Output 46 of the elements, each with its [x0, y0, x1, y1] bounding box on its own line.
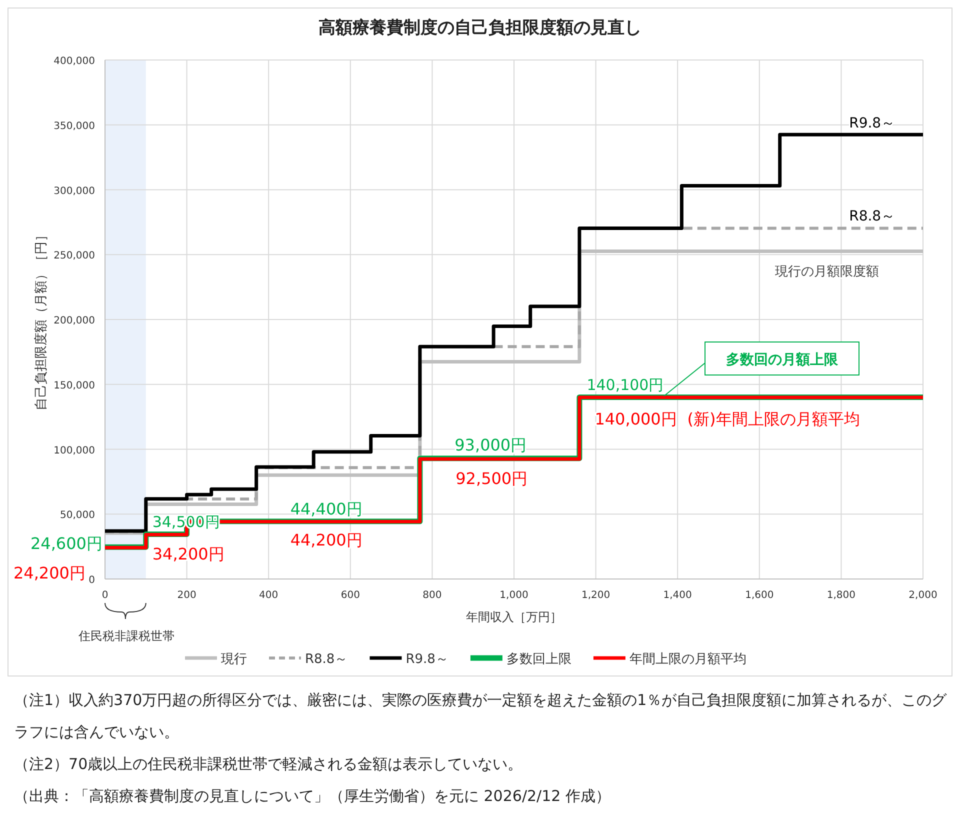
annotation: 93,000円 — [454, 435, 527, 454]
legend-label: 年間上限の月額平均 — [629, 652, 746, 667]
y-tick-label: 150,000 — [54, 380, 95, 392]
x-tick-label: 1,200 — [581, 590, 610, 601]
legend-label: 現行 — [221, 652, 247, 667]
annotation: 140,000円 — [594, 409, 677, 428]
annotation: 92,500円 — [456, 468, 528, 488]
legend-label: R8.8～ — [305, 652, 348, 667]
chart-title: 高額療養費制度の自己負担限度額の見直し — [318, 18, 642, 38]
x-tick-label: 200 — [177, 590, 196, 601]
y-tick-label: 250,000 — [54, 250, 95, 262]
annotation: (新)年間上限の月額平均 — [687, 409, 860, 428]
x-tick-label: 1,600 — [745, 590, 774, 601]
annotation: 現行の月額限度額 — [775, 263, 880, 280]
legend-label: 多数回上限 — [506, 652, 572, 667]
x-tick-label: 1,000 — [500, 590, 528, 601]
y-tick-label: 400,000 — [54, 56, 95, 67]
y-tick-label: 50,000 — [60, 510, 95, 522]
x-tick-label: 1,800 — [826, 590, 856, 601]
annotation: 44,200円 — [290, 530, 362, 550]
y-axis-title: 自己負担限度額（月額）［円］ — [33, 228, 49, 410]
y-tick-label: 100,000 — [54, 445, 95, 456]
text: （注1）収入約370万円超の所得区分では、厳密には、実際の医療費が一定額を超えた金額の1％が自己負担限度額に加算されるが、このグラフには含んでいない。 — [14, 690, 948, 743]
x-tick-label: 400 — [259, 590, 278, 601]
annotation: R9.8～ — [849, 116, 896, 132]
y-tick-label: 350,000 — [54, 120, 95, 132]
annotation: 140,100円 — [586, 376, 664, 394]
annotation: 34,200円 — [152, 544, 224, 564]
x-tick-label: 0 — [102, 590, 108, 601]
text: （出典：「高額療養費制度の見直しについて」（厚生労働省）を元に 2026/2/12 作成） — [14, 786, 612, 807]
text: （注2）70歳以上の住民税非課税世帯で軽減される金額は表示していない。 — [14, 754, 524, 775]
x-tick-label: 800 — [422, 590, 442, 601]
y-tick-label: 200,000 — [54, 316, 95, 326]
annotation: 44,400円 — [290, 499, 362, 518]
annotation: 24,200円 — [13, 564, 86, 583]
y-tick-label: 0 — [88, 575, 95, 586]
y-tick-label: 300,000 — [54, 186, 95, 197]
text: 住民税非課税世帯 — [78, 629, 174, 643]
annotation: 多数回の月額上限 — [726, 351, 839, 368]
annotation: 24,600円 — [30, 534, 102, 554]
legend-label: R9.8～ — [406, 652, 448, 667]
x-axis-title: 年間収入［万円］ — [466, 610, 562, 624]
x-tick-label: 600 — [340, 590, 360, 601]
x-tick-label: 2,000 — [908, 590, 938, 601]
annotation: R8.8～ — [849, 208, 896, 224]
x-tick-label: 1,400 — [663, 590, 692, 601]
